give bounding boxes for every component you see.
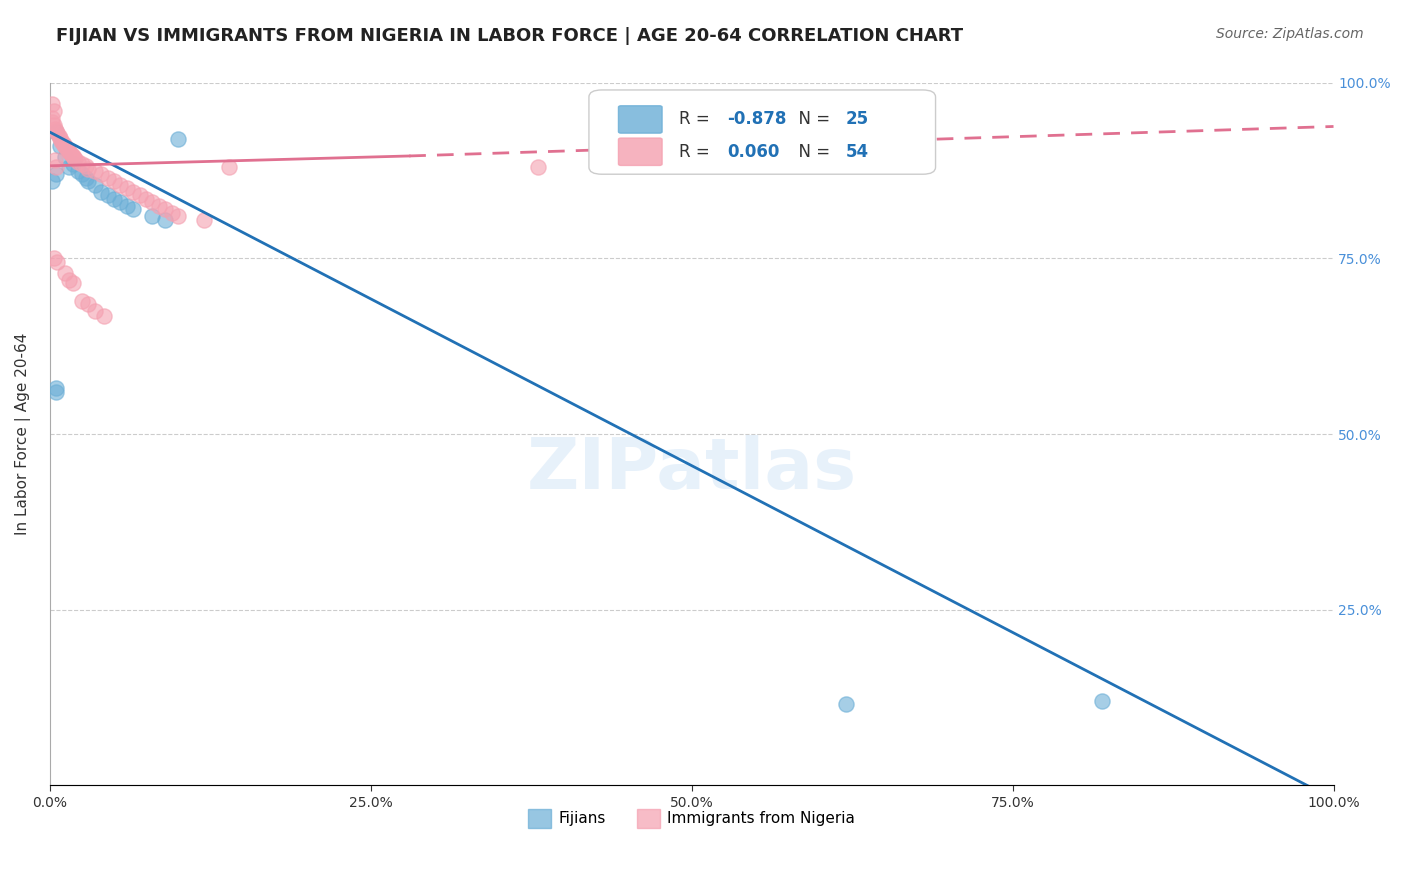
Text: 25: 25 [845,111,869,128]
Point [48,128,70,143]
Point [41,174,63,188]
Point [46,127,69,141]
Point [53,139,76,153]
Point [66,163,89,178]
Point [115,181,138,195]
Point [52,137,75,152]
Point [58,145,80,159]
Text: FIJIAN VS IMMIGRANTS FROM NIGERIA IN LABOR FORCE | AGE 20-64 CORRELATION CHART: FIJIAN VS IMMIGRANTS FROM NIGERIA IN LAB… [56,27,963,45]
Point [53,266,76,280]
Point [42,103,65,118]
Point [77,161,100,176]
Point [155,202,177,217]
Point [41,111,63,125]
Point [148,199,170,213]
Point [41,114,63,128]
Point [103,192,125,206]
Point [96,170,118,185]
Point [49,130,72,145]
Point [83,304,105,318]
Point [141,210,163,224]
Point [90,167,112,181]
Point [45,381,67,395]
Text: 0.060: 0.060 [727,143,780,161]
Point [70,293,93,308]
Point [44,153,66,168]
Point [1091,694,1114,708]
Point [53,150,76,164]
Point [56,143,79,157]
Point [52,136,75,150]
Point [62,149,84,163]
Point [51,134,73,148]
Text: R =: R = [679,143,714,161]
Point [70,157,93,171]
Point [526,160,548,174]
Point [77,174,100,188]
Text: ZIPatlas: ZIPatlas [527,434,856,504]
Point [58,160,80,174]
Text: N =: N = [787,111,835,128]
Point [93,309,115,323]
Point [45,124,67,138]
Text: 54: 54 [845,143,869,161]
Point [83,163,105,178]
Point [834,698,856,712]
Y-axis label: In Labor Force | Age 20-64: In Labor Force | Age 20-64 [15,333,31,535]
Point [42,252,65,266]
Point [128,188,150,202]
Point [45,160,67,174]
Point [122,202,145,217]
Text: R =: R = [679,111,714,128]
Point [167,210,190,224]
Point [141,195,163,210]
Point [45,167,67,181]
Point [58,272,80,286]
Point [83,178,105,192]
Point [60,147,83,161]
FancyBboxPatch shape [619,106,662,133]
Point [110,178,132,192]
Point [122,185,145,199]
Point [42,118,65,132]
Point [59,146,82,161]
Point [70,167,93,181]
Point [160,206,183,220]
Point [135,192,157,206]
FancyBboxPatch shape [589,90,935,174]
FancyBboxPatch shape [619,138,662,165]
Point [66,154,89,169]
Point [45,125,67,139]
Point [45,384,67,399]
Point [218,160,240,174]
Point [46,255,69,269]
Text: Source: ZipAtlas.com: Source: ZipAtlas.com [1216,27,1364,41]
Text: N =: N = [787,143,835,161]
Point [115,199,138,213]
Point [49,139,72,153]
Point [62,157,84,171]
Point [44,121,66,136]
Point [193,212,215,227]
Point [167,132,190,146]
Point [103,174,125,188]
Text: -0.878: -0.878 [727,111,787,128]
Legend: Fijians, Immigrants from Nigeria: Fijians, Immigrants from Nigeria [522,803,862,834]
Point [55,140,77,154]
Point [63,151,86,165]
Point [77,297,100,311]
Point [62,276,84,290]
Point [41,97,63,112]
Point [155,212,177,227]
Point [96,188,118,202]
Point [75,159,97,173]
Point [110,195,132,210]
Point [65,153,87,167]
Point [75,170,97,185]
Point [90,185,112,199]
